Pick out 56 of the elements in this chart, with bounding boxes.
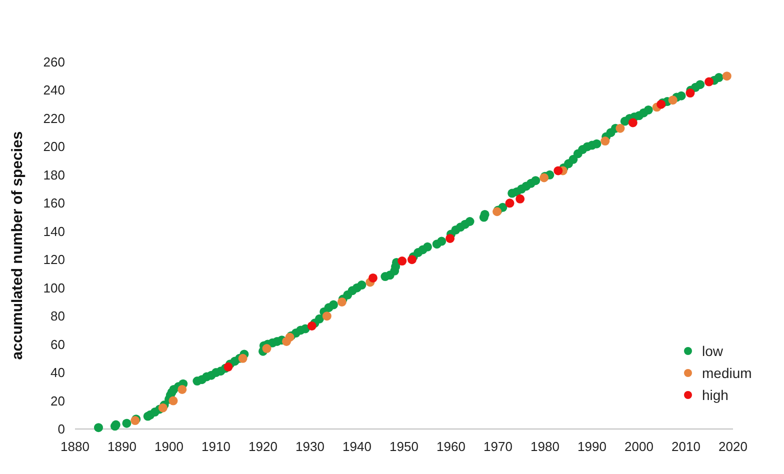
x-tick-label: 1950	[390, 439, 418, 454]
point	[337, 297, 346, 306]
y-axis-title: accumulated number of species	[9, 131, 26, 360]
y-tick-label: 0	[58, 422, 65, 436]
y-tick-label: 180	[43, 167, 65, 182]
y-tick-label: 240	[43, 82, 65, 98]
legend-label: low	[702, 343, 724, 359]
legend-label: medium	[702, 365, 752, 381]
y-tick-label: 40	[50, 365, 65, 380]
point	[628, 118, 638, 128]
point	[516, 194, 525, 204]
y-tick-label: 200	[43, 139, 65, 154]
point	[704, 77, 714, 86]
point	[600, 136, 610, 146]
y-tick-label: 80	[50, 308, 65, 324]
x-tick-label: 1990	[578, 439, 606, 454]
y-tick-label: 120	[43, 252, 65, 268]
point	[446, 234, 455, 243]
x-tick-label: 1970	[484, 439, 512, 454]
point	[307, 321, 316, 330]
point	[616, 124, 625, 133]
point	[407, 255, 416, 264]
point	[398, 256, 407, 266]
point	[178, 384, 187, 394]
x-tick-label: 1890	[108, 439, 136, 454]
y-tick-label: 220	[43, 110, 65, 126]
point	[224, 362, 233, 372]
legend-label: high	[702, 387, 728, 403]
y-tick-label: 20	[50, 393, 65, 408]
x-tick-label: 1930	[296, 439, 324, 454]
point	[158, 403, 168, 412]
x-tick-label: 1920	[248, 439, 278, 454]
x-tick-label: 2000	[624, 439, 654, 454]
point	[668, 96, 678, 105]
x-tick-label: 2010	[672, 439, 700, 454]
x-tick-label: 1910	[202, 439, 230, 454]
point	[722, 72, 732, 81]
y-tick-label: 140	[43, 224, 65, 239]
point	[168, 396, 178, 406]
y-tick-label: 160	[43, 196, 65, 211]
y-tick-label: 60	[50, 336, 65, 352]
y-tick-label: 100	[43, 280, 65, 296]
x-tick-label: 1960	[436, 439, 466, 454]
point	[322, 312, 332, 321]
point	[686, 88, 695, 98]
point	[505, 198, 514, 208]
x-tick-label: 1880	[60, 439, 90, 454]
point	[554, 166, 563, 176]
x-tick-label: 1940	[342, 439, 372, 454]
point	[368, 273, 378, 282]
x-tick-label: 2020	[718, 439, 748, 454]
point	[238, 354, 248, 363]
y-tick-label: 260	[43, 54, 65, 70]
x-tick-label: 1980	[530, 439, 560, 454]
x-tick-label: 1900	[154, 439, 184, 454]
point	[262, 344, 272, 354]
